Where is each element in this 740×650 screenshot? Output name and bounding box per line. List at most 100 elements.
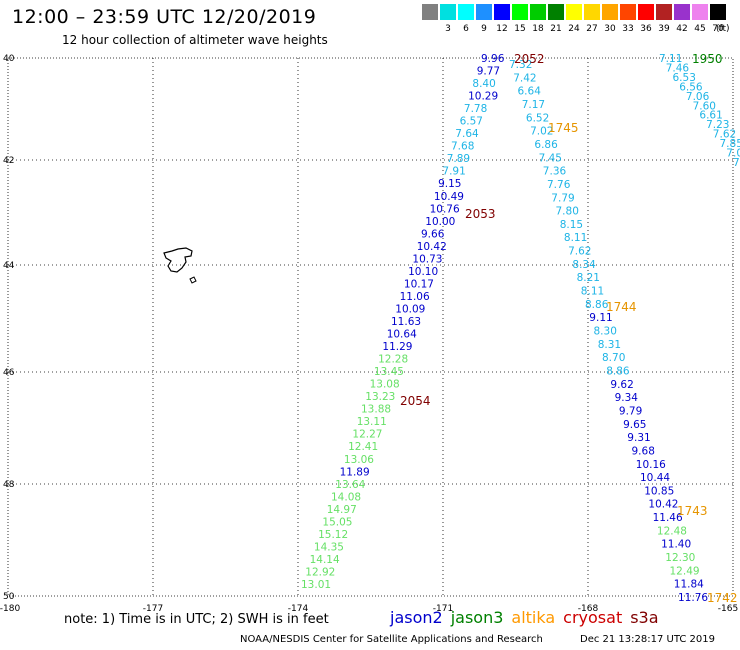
wave-height-value: 11.63	[391, 316, 421, 328]
scale-swatch	[566, 4, 582, 20]
scale-label: 15	[514, 24, 526, 34]
wave-height-value: 9.34	[615, 392, 639, 404]
wave-height-value: 7.36	[543, 166, 567, 178]
wave-height-value: 7.79	[551, 192, 574, 204]
page-title: 12:00 – 23:59 UTC 12/20/2019	[12, 6, 317, 28]
wave-height-value: 7.89	[447, 153, 470, 165]
scale-swatch	[512, 4, 528, 20]
wave-height-value: 7.68	[451, 141, 474, 153]
scale-label: 39	[658, 24, 670, 34]
wave-height-value: 10.64	[387, 329, 417, 341]
wave-height-value: 11.84	[674, 579, 704, 591]
pass-time-label: 1950	[692, 52, 723, 66]
wave-height-value: 8.15	[560, 219, 583, 231]
satellite-legend-item: altika	[511, 608, 556, 627]
scale-swatch	[530, 4, 546, 20]
wave-height-value: 7.80	[556, 206, 579, 218]
pass-time-label: 1745	[548, 121, 579, 135]
wave-height-value: 15.05	[322, 516, 352, 528]
wave-height-value: 13.08	[370, 379, 400, 391]
wave-height-value: 15.12	[318, 529, 348, 541]
wave-height-value: 9.65	[623, 419, 646, 431]
wave-height-value: 8.11	[581, 286, 604, 298]
wave-height-value: 13.06	[344, 454, 374, 466]
wave-height-value: 9.11	[589, 312, 612, 324]
wave-height-value: 8.86	[606, 366, 630, 378]
scale-swatch	[440, 4, 456, 20]
wave-height-value: 6.57	[460, 116, 483, 128]
map-frame	[7, 57, 734, 597]
wave-height-value: 12.92	[305, 567, 335, 579]
wave-height-value: 8.86	[585, 299, 609, 311]
scale-swatch	[584, 4, 600, 20]
wave-height-value: 8.34	[572, 259, 596, 271]
pass-time-label: 2054	[400, 394, 431, 408]
wave-height-value: 8.30	[594, 326, 617, 338]
wave-height-value: 13.45	[374, 366, 404, 378]
wave-height-value: 11.76	[678, 592, 708, 604]
scale-swatch	[620, 4, 636, 20]
scale-swatch	[674, 4, 690, 20]
scale-label: 21	[550, 24, 562, 34]
wave-height-value: 12.49	[670, 565, 700, 577]
island-outline	[163, 247, 193, 273]
scale-label: 24	[568, 24, 580, 34]
wave-height-value: 7.06	[686, 91, 710, 103]
wave-height-value: 14.08	[331, 491, 361, 503]
wave-height-value: 6.61	[699, 110, 722, 122]
wave-height-value: 13.01	[301, 579, 331, 591]
wave-height-value: 7.62	[568, 246, 591, 258]
wave-height-value: 10.73	[412, 253, 442, 265]
scale-label: 45	[694, 24, 706, 34]
scale-label: 27	[586, 24, 598, 34]
wave-height-value: 10.09	[395, 304, 425, 316]
pass-time-label: 1742	[707, 591, 738, 605]
wave-height-value: 7.	[733, 157, 740, 169]
wave-height-value: 7.32	[509, 59, 532, 71]
wave-height-value: 10.85	[644, 485, 674, 497]
scale-label: 33	[622, 24, 634, 34]
pass-time-label: 1744	[606, 300, 637, 314]
credit-line: NOAA/NESDIS Center for Satellite Applica…	[240, 634, 543, 645]
lon-tick-label: -171	[433, 604, 453, 614]
wave-height-value: 13.64	[335, 479, 365, 491]
scale-swatch	[476, 4, 492, 20]
satellite-legend: jason2 jason3 altika cryosat s3a	[390, 608, 659, 627]
wave-height-value: 11.29	[382, 341, 412, 353]
scale-label: 42	[676, 24, 688, 34]
wave-height-value: 9.79	[619, 405, 642, 417]
wave-height-value: 6.64	[518, 86, 542, 98]
wave-height-value: 7.23	[706, 119, 729, 131]
wave-height-value: 14.35	[314, 541, 344, 553]
scale-label: 18	[532, 24, 544, 34]
wave-height-value: 12.30	[665, 552, 695, 564]
scale-swatch	[656, 4, 672, 20]
scale-label: 30	[604, 24, 616, 34]
scale-swatch	[710, 4, 726, 20]
wave-height-value: 10.76	[430, 203, 460, 215]
satellite-legend-item: jason3	[450, 608, 504, 627]
wave-height-value: 13.11	[357, 416, 387, 428]
wave-height-value: 10.00	[425, 216, 455, 228]
wave-height-value: 7.85	[720, 138, 740, 150]
lat-tick-label: 44	[3, 261, 15, 271]
scale-swatch	[638, 4, 654, 20]
wave-height-value: 10.44	[640, 472, 670, 484]
wave-height-value: 9.15	[438, 178, 461, 190]
satellite-legend-item: s3a	[630, 608, 659, 627]
wave-height-value: 6.86	[534, 139, 558, 151]
scale-swatch	[458, 4, 474, 20]
wave-height-value: 9.31	[627, 432, 650, 444]
wave-height-value: 7.45	[539, 152, 562, 164]
wave-height-value: 7.62	[713, 129, 736, 141]
wave-height-value: 12.48	[657, 525, 687, 537]
wave-height-value: 10.49	[434, 191, 464, 203]
lat-tick-label: 42	[3, 156, 14, 166]
scale-label: 36	[640, 24, 652, 34]
wave-height-value: 11.89	[340, 466, 370, 478]
wave-height-value: 11.06	[400, 291, 430, 303]
lon-tick-label: -180	[0, 604, 20, 614]
wave-height-value: 8.21	[577, 272, 600, 284]
satellite-legend-item: jason2	[390, 608, 443, 627]
